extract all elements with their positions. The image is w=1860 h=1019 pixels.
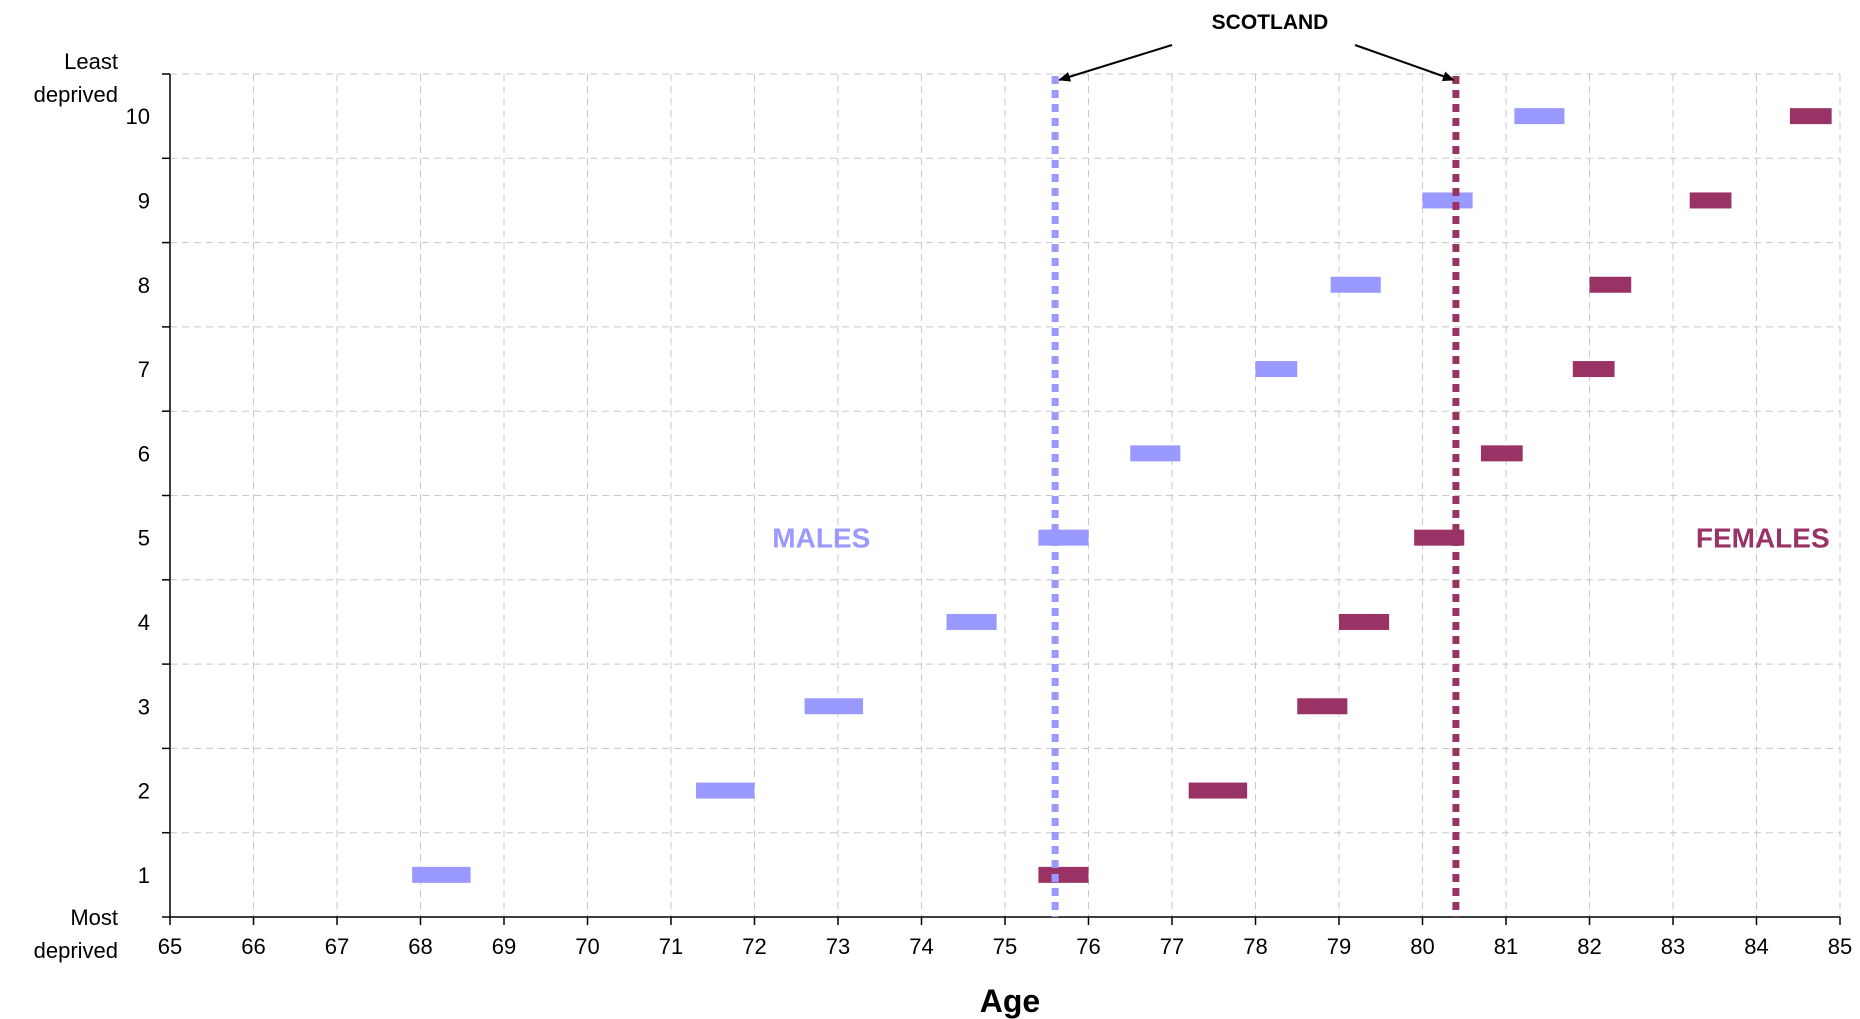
x-tick-label: 85 xyxy=(1828,934,1852,959)
x-tick-label: 67 xyxy=(325,934,349,959)
range-bar-males xyxy=(1330,276,1381,293)
range-bar-females xyxy=(1339,613,1390,630)
range-bar-males xyxy=(1038,529,1089,546)
y-tick-label: 1 xyxy=(138,863,150,888)
range-bar-females xyxy=(1188,782,1248,799)
annotation-arrow-females xyxy=(1354,44,1455,82)
y-top-label: deprived xyxy=(34,82,118,107)
x-tick-label: 79 xyxy=(1327,934,1351,959)
range-bar-females xyxy=(1789,108,1832,125)
reference-lines xyxy=(1051,76,1460,917)
range-bar-females xyxy=(1689,192,1732,209)
x-tick-label: 82 xyxy=(1577,934,1601,959)
annotation-arrow-males xyxy=(1058,44,1173,82)
range-bar-males xyxy=(412,866,471,883)
x-tick-label: 69 xyxy=(492,934,516,959)
range-bar-females xyxy=(1038,866,1089,883)
range-bar-males xyxy=(946,613,997,630)
y-bottom-label: Most xyxy=(70,905,118,930)
y-tick-label: 3 xyxy=(138,694,150,719)
x-tick-label: 78 xyxy=(1243,934,1267,959)
y-top-label: Least xyxy=(64,49,118,74)
range-bar-males xyxy=(1514,108,1565,125)
series-label-females: FEMALES xyxy=(1696,523,1830,554)
x-tick-label: 66 xyxy=(241,934,265,959)
x-tick-label: 70 xyxy=(575,934,599,959)
x-tick-label: 68 xyxy=(408,934,432,959)
y-bottom-label: deprived xyxy=(34,938,118,963)
x-tick-label: 84 xyxy=(1744,934,1768,959)
range-bar-males xyxy=(1255,361,1298,378)
series-label-males: MALES xyxy=(772,523,870,554)
range-bars xyxy=(412,108,1832,883)
range-bar-males xyxy=(1422,192,1473,209)
range-bar-females xyxy=(1297,698,1348,715)
y-tick-label: 4 xyxy=(138,610,150,635)
range-bar-females xyxy=(1572,361,1615,378)
range-bar-males xyxy=(696,782,755,799)
grid-lines xyxy=(170,73,1841,917)
x-tick-label: 74 xyxy=(909,934,933,959)
range-bar-males xyxy=(804,698,864,715)
x-tick-label: 76 xyxy=(1076,934,1100,959)
y-tick-label: 8 xyxy=(138,273,150,298)
y-tick-label: 7 xyxy=(138,357,150,382)
annotation-label: SCOTLAND xyxy=(1212,11,1329,34)
y-tick-label: 2 xyxy=(138,779,150,804)
range-bar-females xyxy=(1480,445,1523,462)
y-tick-label: 9 xyxy=(138,188,150,213)
range-bar-females xyxy=(1414,529,1465,546)
x-tick-label: 77 xyxy=(1160,934,1184,959)
x-tick-label: 75 xyxy=(993,934,1017,959)
x-axis-title: Age xyxy=(980,983,1040,1019)
y-tick-label: 10 xyxy=(126,104,150,129)
x-tick-label: 81 xyxy=(1494,934,1518,959)
y-tick-label: 6 xyxy=(138,441,150,466)
x-tick-label: 83 xyxy=(1661,934,1685,959)
x-tick-label: 72 xyxy=(742,934,766,959)
x-tick-label: 80 xyxy=(1410,934,1434,959)
range-bar-males xyxy=(1130,445,1181,462)
x-tick-label: 71 xyxy=(659,934,683,959)
axes: 65 66 67 68 69 70 71 72 73 74 75 76 77 78 79 80 81 82 83 84… xyxy=(34,49,1853,1019)
range-bar-females xyxy=(1589,276,1632,293)
x-tick-label: 65 xyxy=(158,934,182,959)
y-tick-label: 5 xyxy=(138,526,150,551)
x-tick-label: 73 xyxy=(826,934,850,959)
chart-labels: SCOTLAND MALES FEMALES xyxy=(772,11,1829,554)
